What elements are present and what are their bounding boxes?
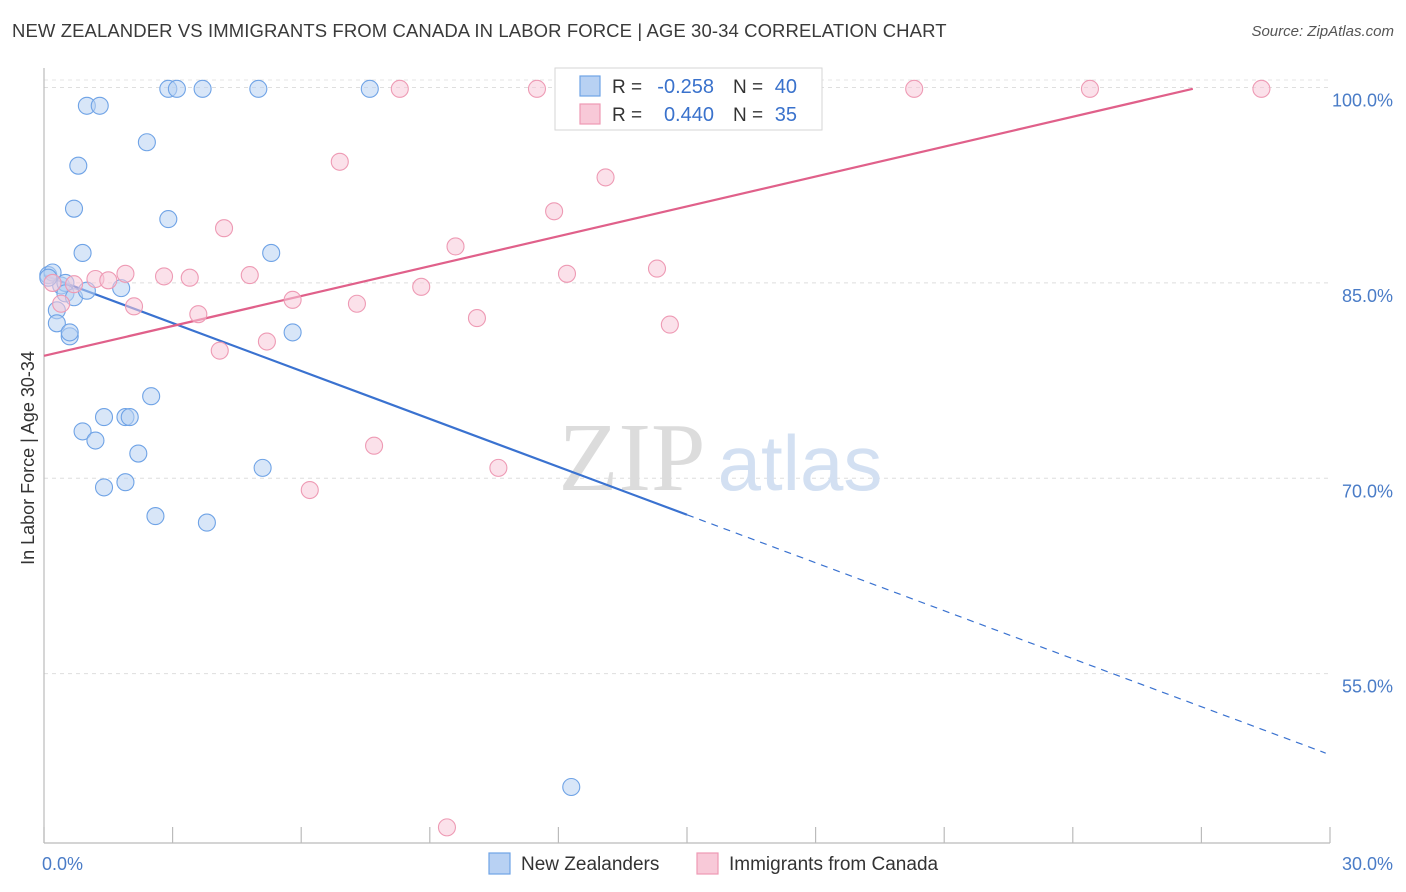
point-new-zealanders [167, 79, 186, 98]
y-tick-label: 55.0% [1342, 677, 1393, 697]
point-immigrants-canada [489, 458, 508, 477]
point-new-zealanders [253, 458, 272, 477]
point-immigrants-canada [214, 219, 234, 238]
point-new-zealanders [159, 210, 178, 229]
stats-legend-swatch [579, 103, 601, 125]
stats-n-value: 35 [775, 104, 797, 126]
point-immigrants-canada [557, 264, 577, 283]
point-new-zealanders [283, 323, 302, 342]
stats-n-label: N = [733, 105, 763, 126]
point-immigrants-canada [180, 268, 199, 287]
point-immigrants-canada [446, 237, 465, 256]
point-new-zealanders [86, 431, 105, 450]
chart-source: Source: ZipAtlas.com [1251, 23, 1394, 40]
point-new-zealanders [73, 422, 92, 441]
point-immigrants-canada [905, 79, 924, 98]
y-tick-label: 85.0% [1342, 286, 1393, 306]
point-immigrants-canada [437, 818, 456, 837]
point-new-zealanders [90, 96, 109, 115]
stats-r-value: 0.440 [664, 104, 714, 126]
trend-line-immigrants-canada [43, 87, 1194, 357]
stats-r-label: R = [612, 77, 642, 98]
point-immigrants-canada [390, 79, 409, 98]
point-immigrants-canada [647, 259, 667, 278]
point-new-zealanders [73, 243, 92, 263]
bottom-legend-swatch [696, 852, 719, 875]
chart-title: NEW ZEALANDER VS IMMIGRANTS FROM CANADA … [12, 20, 947, 41]
point-immigrants-canada [124, 297, 144, 316]
point-new-zealanders [69, 156, 88, 175]
point-new-zealanders [116, 473, 135, 492]
point-immigrants-canada [412, 277, 431, 296]
gridlines [44, 79, 1330, 675]
trend-line-new-zealanders [43, 274, 688, 516]
stats-r-label: R = [612, 105, 642, 126]
point-immigrants-canada [365, 436, 384, 455]
point-immigrants-canada [154, 267, 174, 286]
point-new-zealanders [129, 444, 148, 463]
point-new-zealanders [197, 513, 216, 532]
watermark: ZIP atlas [559, 404, 883, 512]
stats-n-value: 40 [775, 76, 797, 98]
point-immigrants-canada [240, 266, 259, 285]
y-axis-title: In Labor Force | Age 30-34 [18, 351, 38, 565]
point-immigrants-canada [1252, 79, 1271, 98]
point-new-zealanders [120, 408, 139, 427]
point-immigrants-canada [467, 309, 487, 328]
point-new-zealanders [146, 507, 165, 526]
trend-lines [43, 87, 1326, 754]
point-immigrants-canada [99, 271, 118, 290]
point-immigrants-canada [52, 294, 71, 313]
stats-legend: R = -0.258 N = 40 R = 0.440 N = 35 [554, 67, 823, 131]
bottom-legend-label: Immigrants from Canada [729, 854, 939, 875]
point-immigrants-canada [527, 79, 547, 98]
point-immigrants-canada [596, 168, 615, 187]
point-immigrants-canada [1080, 79, 1099, 98]
point-new-zealanders [60, 323, 79, 342]
point-new-zealanders [47, 314, 66, 333]
x-tick-label: 30.0% [1342, 854, 1393, 874]
point-immigrants-canada [64, 275, 84, 294]
watermark-atlas: atlas [718, 419, 883, 507]
point-new-zealanders [249, 79, 268, 98]
point-new-zealanders [94, 478, 114, 497]
point-immigrants-canada [189, 305, 208, 324]
point-new-zealanders [137, 133, 156, 152]
point-new-zealanders [64, 199, 84, 218]
stats-legend-swatch [579, 75, 601, 97]
point-immigrants-canada [300, 480, 319, 500]
point-new-zealanders [193, 79, 212, 98]
y-tick-label: 70.0% [1342, 481, 1393, 501]
stats-r-value: -0.258 [657, 76, 714, 98]
bottom-legend: New Zealanders Immigrants from Canada [488, 852, 939, 875]
point-immigrants-canada [283, 290, 302, 309]
point-new-zealanders [142, 387, 161, 406]
point-new-zealanders [360, 79, 379, 98]
tick-labels: 55.0% 70.0% 85.0% 100.0% 0.0% 30.0% [42, 91, 1393, 874]
watermark-zip: ZIP [559, 404, 706, 512]
point-immigrants-canada [330, 152, 349, 171]
point-new-zealanders [562, 777, 581, 797]
y-tick-label: 100.0% [1332, 91, 1393, 111]
x-tick-label: 0.0% [42, 854, 83, 874]
bottom-legend-label: New Zealanders [521, 854, 659, 875]
point-immigrants-canada [257, 332, 276, 351]
point-immigrants-canada [116, 264, 135, 283]
trend-line-new-zealanders-extension [686, 514, 1326, 754]
point-new-zealanders [94, 408, 114, 427]
point-new-zealanders [262, 243, 281, 263]
point-immigrants-canada [43, 273, 62, 292]
point-immigrants-canada [545, 202, 564, 221]
point-immigrants-canada [660, 315, 679, 334]
axes [43, 68, 1331, 844]
point-immigrants-canada [210, 341, 229, 360]
stats-n-label: N = [733, 77, 763, 98]
point-immigrants-canada [347, 294, 366, 313]
bottom-legend-swatch [488, 852, 511, 875]
